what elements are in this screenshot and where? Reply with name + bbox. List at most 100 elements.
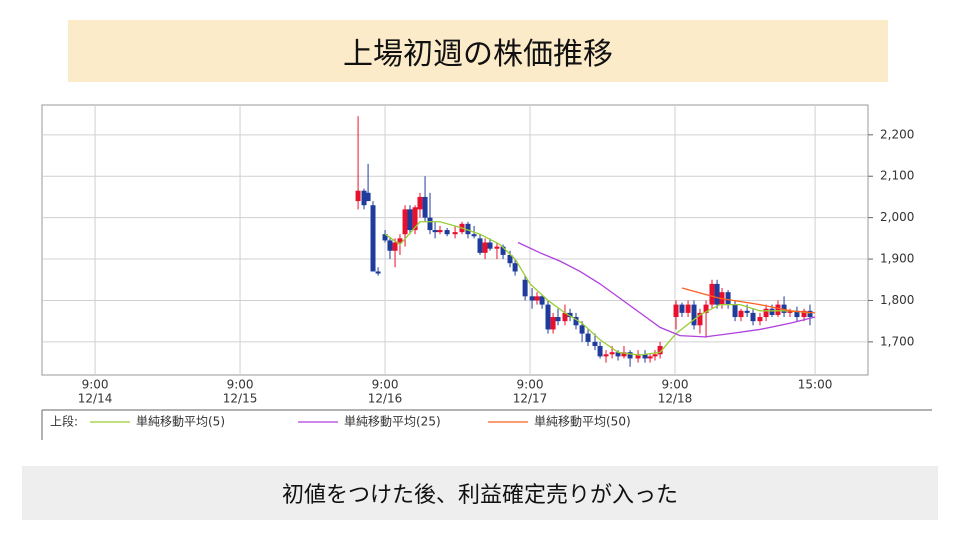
candle-body (407, 209, 413, 231)
candle-body (592, 341, 598, 347)
candle-body (732, 304, 738, 318)
x-tick-label: 9:00 (517, 378, 544, 392)
candle-body (397, 238, 403, 243)
candle-body (738, 310, 744, 318)
candle-body (657, 346, 663, 355)
candle-body (387, 240, 393, 251)
candle-body (621, 352, 627, 357)
candle-body (375, 271, 381, 274)
candle-body (494, 246, 500, 249)
candle-body (647, 356, 653, 359)
x-tick-date: 12/15 (223, 392, 258, 406)
candle-body (609, 352, 615, 355)
candle-body (477, 238, 483, 253)
legend-label: 単純移動平均(5) (136, 415, 225, 429)
candle-body (769, 308, 775, 315)
x-tick-date: 12/16 (368, 392, 403, 406)
candle-body (691, 304, 697, 326)
candle-body (507, 254, 513, 264)
ma-line (517, 241, 816, 338)
candle-body (437, 230, 443, 233)
candle-body (652, 354, 658, 357)
candle-body (807, 310, 813, 318)
candle-body (500, 246, 506, 255)
candle-body (550, 317, 556, 330)
x-tick-label: 9:00 (662, 378, 689, 392)
candle-body (801, 310, 807, 318)
legend-prefix: 上段: (50, 414, 78, 429)
candle-body (744, 310, 750, 313)
x-tick-date: 12/18 (658, 392, 693, 406)
x-tick-date: 12/14 (78, 392, 113, 406)
candle-body (757, 317, 763, 322)
candle-body (545, 304, 551, 330)
candle-body (522, 279, 528, 297)
y-tick-label: 1,700 (880, 334, 914, 348)
candle-body (714, 283, 720, 305)
x-tick-label: 9:00 (82, 378, 109, 392)
candle-body (775, 304, 781, 315)
caption-box: 初値をつけた後、利益確定売りが入った (22, 466, 938, 520)
candle-body (697, 312, 703, 326)
y-tick-label: 1,900 (880, 252, 914, 266)
candle-body (422, 196, 428, 218)
candle-body (427, 217, 433, 231)
title-box: 上場初週の株価推移 (68, 20, 888, 82)
candle-body (642, 354, 648, 359)
candle-body (627, 352, 633, 359)
x-tick-label: 15:00 (798, 378, 833, 392)
y-tick-label: 1,800 (880, 293, 914, 307)
candle-body (512, 263, 518, 272)
candle-body (615, 352, 621, 357)
candle-body (562, 312, 568, 322)
chart: 1,7001,8001,9002,0002,1002,2009:0012/149… (41, 104, 932, 440)
candle-body (573, 317, 579, 326)
candle-body (673, 304, 679, 318)
candle-body (482, 242, 488, 253)
plot-area (41, 104, 869, 376)
ma-line (681, 287, 816, 314)
candle-body (355, 190, 361, 202)
candle-body (365, 192, 371, 202)
title: 上場初週の株価推移 (343, 37, 613, 72)
x-tick-label: 9:00 (372, 378, 399, 392)
candle-body (750, 312, 756, 322)
x-tick-label: 9:00 (227, 378, 254, 392)
y-tick-label: 2,200 (880, 127, 914, 141)
candle-body (579, 325, 585, 334)
y-tick-label: 2,000 (880, 210, 914, 224)
candle-body (534, 296, 540, 301)
candle-body (725, 292, 731, 305)
candle-body (703, 304, 709, 313)
candle-body (361, 190, 367, 206)
legend-label: 単純移動平均(25) (344, 415, 441, 429)
x-tick-date: 12/17 (513, 392, 548, 406)
ma-line (384, 221, 811, 356)
candle-body (585, 333, 591, 342)
candle-body (382, 234, 388, 241)
candle-body (452, 232, 458, 235)
legend-label: 単純移動平均(50) (534, 415, 631, 429)
candle-body (432, 230, 438, 233)
candle-body (539, 296, 545, 305)
candle-body (685, 304, 691, 313)
candle-body (763, 308, 769, 318)
candle-body (597, 346, 603, 357)
caption: 初値をつけた後、利益確定売りが入った (281, 483, 678, 508)
candle-body (444, 230, 450, 235)
candle-body (709, 283, 715, 305)
candle-body (465, 223, 471, 235)
candle-body (794, 310, 800, 318)
candle-body (370, 205, 376, 272)
candle-body (471, 234, 477, 237)
candle-body (603, 354, 609, 357)
candle-body (679, 304, 685, 313)
y-tick-label: 2,100 (880, 169, 914, 183)
candle-body (417, 196, 423, 210)
candle-body (555, 317, 561, 322)
candle-body (567, 312, 573, 318)
candle-body (487, 242, 493, 249)
candle-body (635, 354, 641, 359)
candle-body (787, 310, 793, 313)
